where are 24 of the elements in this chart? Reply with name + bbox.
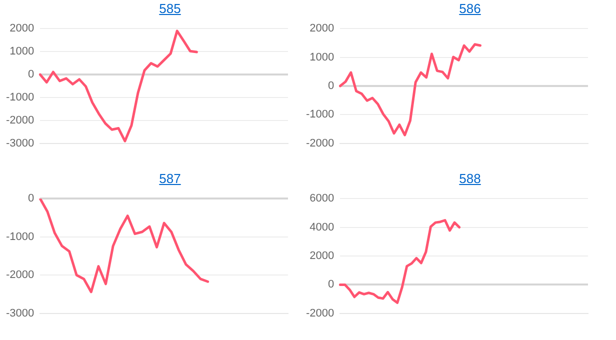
y-tick-label: 0	[28, 192, 34, 205]
y-tick-label: 1000	[310, 51, 334, 64]
y-tick-label: 0	[328, 278, 334, 291]
chart-title: 587	[159, 171, 181, 186]
chart-title: 586	[459, 1, 481, 16]
chart-title: 588	[459, 171, 481, 186]
chart-title: 585	[159, 1, 181, 16]
y-tick-label: -2000	[6, 269, 34, 282]
y-tick-label: 0	[28, 68, 34, 81]
y-tick-label: -2000	[306, 307, 334, 320]
y-tick-label: 1000	[10, 46, 34, 58]
y-tick-label: -3000	[6, 307, 34, 320]
y-tick-label: -3000	[6, 137, 34, 150]
y-tick-label: 4000	[310, 221, 334, 234]
y-tick-label: 2000	[310, 250, 334, 262]
y-tick-label: -2000	[306, 137, 334, 150]
y-tick-label: 2000	[310, 22, 334, 35]
y-tick-label: 6000	[310, 192, 334, 205]
y-tick-label: -2000	[6, 114, 34, 126]
y-tick-label: 2000	[10, 22, 34, 35]
y-tick-label: -1000	[6, 230, 34, 243]
y-tick-label: -1000	[6, 92, 34, 104]
y-tick-label: -1000	[306, 108, 334, 121]
y-tick-label: 0	[328, 80, 334, 92]
